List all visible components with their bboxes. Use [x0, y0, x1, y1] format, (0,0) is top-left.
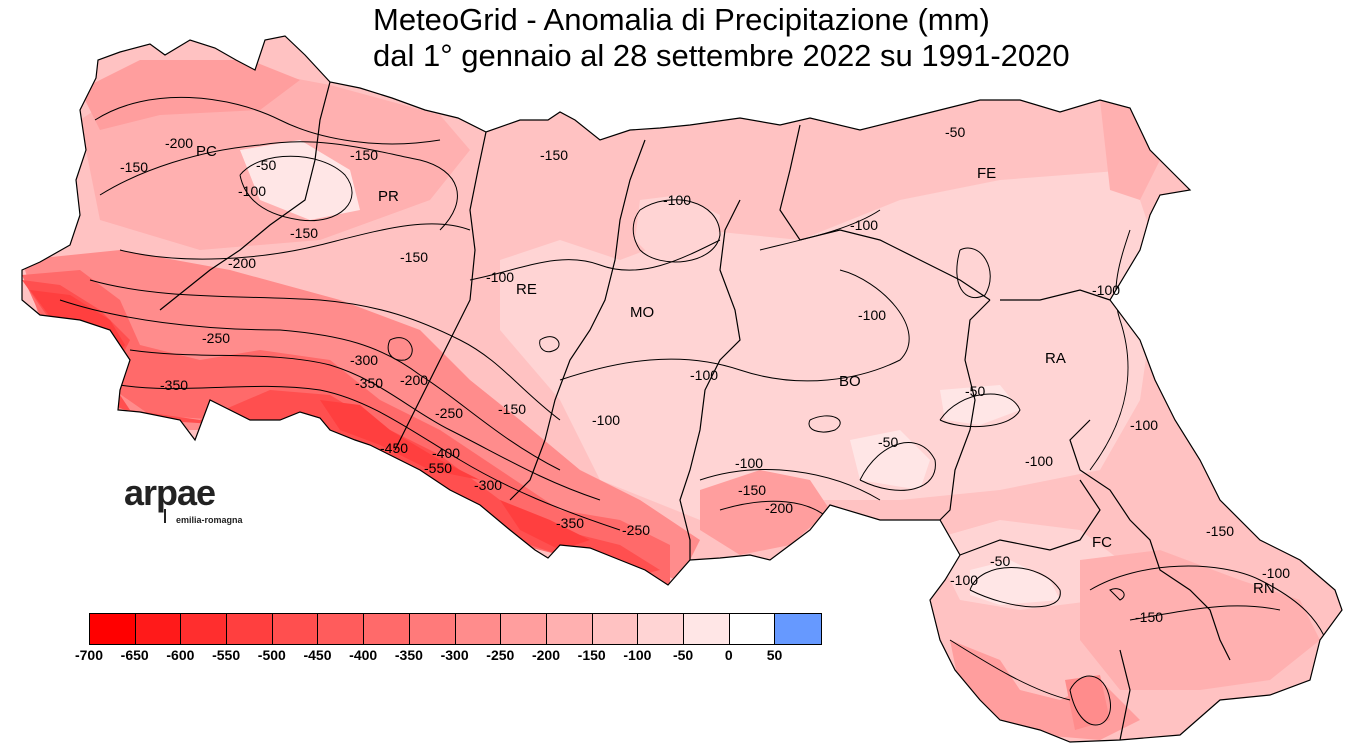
- contour-label: -100: [858, 307, 886, 323]
- logo-subtitle: emilia-romagna: [176, 515, 243, 525]
- title-line-2: dal 1° gennaio al 28 settembre 2022 su 1…: [373, 38, 1070, 73]
- contour-label: -150: [540, 147, 568, 163]
- legend-label: -650: [120, 647, 149, 663]
- legend-swatch: [501, 614, 547, 644]
- contour-label: -100: [1092, 282, 1120, 298]
- province-label-fc: FC: [1092, 534, 1112, 551]
- contour-label: -150: [738, 482, 766, 498]
- contour-label: -550: [424, 460, 452, 476]
- contour-label: -100: [735, 455, 763, 471]
- legend-label: -500: [257, 647, 286, 663]
- contour-label: -250: [435, 405, 463, 421]
- contour-label: -400: [432, 445, 460, 461]
- legend-label: -150: [577, 647, 606, 663]
- province-label-pr: PR: [378, 188, 399, 205]
- contour-label: -150: [1135, 609, 1163, 625]
- contour-label: -50: [878, 434, 898, 450]
- contour-label: -200: [765, 500, 793, 516]
- legend-swatch: [90, 614, 136, 644]
- legend-swatch: [455, 614, 502, 644]
- contour-lines: [59, 96, 1331, 726]
- legend-label: -300: [440, 647, 469, 663]
- contour-label: -150: [498, 401, 526, 417]
- contour-label: -100: [592, 412, 620, 428]
- legend-label: 0: [724, 647, 733, 663]
- contour-label: -200: [400, 372, 428, 388]
- province-borders: [21, 35, 1343, 743]
- legend-swatch: [775, 614, 821, 644]
- contour-label: -50: [990, 553, 1010, 569]
- legend-label: 50: [766, 647, 783, 663]
- legend-label: -100: [623, 647, 652, 663]
- contour-label: -250: [622, 522, 650, 538]
- legend-swatch: [409, 614, 456, 644]
- contour-label: -200: [228, 255, 256, 271]
- title-line-1: MeteoGrid - Anomalia di Precipitazione (…: [373, 2, 990, 37]
- contour-label: -450: [380, 440, 408, 456]
- contour-label: -300: [474, 477, 502, 493]
- legend-swatch: [181, 614, 228, 644]
- legend-label: -200: [531, 647, 561, 663]
- legend-swatch: [272, 614, 319, 644]
- contour-label: -100: [850, 217, 878, 233]
- province-label-mo: MO: [630, 304, 654, 321]
- province-label-ra: RA: [1045, 350, 1066, 367]
- province-label-fe: FE: [977, 165, 996, 182]
- province-label-pc: PC: [196, 143, 217, 160]
- legend-label: -600: [166, 647, 195, 663]
- contour-label: -100: [663, 192, 691, 208]
- contour-label: -350: [160, 377, 188, 393]
- logo-wordmark: arpae: [124, 472, 216, 513]
- legend-label: -450: [303, 647, 332, 663]
- province-labels: PC PR RE MO BO FE RA FC RN: [196, 143, 1275, 597]
- legend-label: -50: [672, 647, 694, 663]
- contour-label: -350: [556, 515, 584, 531]
- contour-label: -100: [1025, 453, 1053, 469]
- contour-label: -100: [238, 183, 266, 199]
- contour-label: -100: [1130, 417, 1158, 433]
- legend-swatch: [364, 614, 410, 644]
- contour-label: -100: [486, 269, 514, 285]
- legend-swatch: [227, 614, 273, 644]
- contour-label: -150: [350, 147, 378, 163]
- province-label-rn: RN: [1253, 580, 1275, 597]
- contour-label: -100: [690, 367, 718, 383]
- contour-value-labels: -200 -150 -50 -100 -150 -150 -150 -200 -…: [120, 124, 1290, 625]
- province-label-re: RE: [516, 281, 537, 298]
- legend-swatch: [135, 614, 182, 644]
- legend-swatch: [729, 614, 776, 644]
- contour-label: -100: [950, 572, 978, 588]
- legend-label: -700: [74, 647, 104, 663]
- contour-label: -100: [1262, 565, 1290, 581]
- legend-swatch: [318, 614, 365, 644]
- color-legend: [89, 613, 822, 645]
- legend-swatch: [638, 614, 684, 644]
- legend-labels: -700 -650 -600 -550 -500 -450 -400 -350 -300 -250…: [0, 647, 900, 667]
- legend-swatch: [546, 614, 593, 644]
- contour-label: -50: [945, 124, 965, 140]
- contour-label: -200: [165, 135, 193, 151]
- contour-label: -150: [120, 159, 148, 175]
- legend-label: -400: [349, 647, 378, 663]
- map-title: MeteoGrid - Anomalia di Precipitazione (…: [373, 2, 1070, 74]
- legend-swatch: [683, 614, 730, 644]
- contour-label: -300: [350, 352, 378, 368]
- legend-label: -250: [486, 647, 515, 663]
- logo-bar: [164, 509, 166, 523]
- legend-label: -550: [212, 647, 241, 663]
- contour-label: -150: [1206, 523, 1234, 539]
- contour-label: -150: [290, 225, 318, 241]
- contour-label: -50: [256, 157, 276, 173]
- contour-label: -350: [355, 375, 383, 391]
- contour-label: -50: [965, 383, 985, 399]
- legend-label: -350: [394, 647, 423, 663]
- legend-swatch: [592, 614, 639, 644]
- province-label-bo: BO: [839, 373, 861, 390]
- arpae-logo: arpae emilia-romagna: [124, 472, 243, 526]
- contour-label: -250: [202, 330, 230, 346]
- contour-label: -150: [400, 249, 428, 265]
